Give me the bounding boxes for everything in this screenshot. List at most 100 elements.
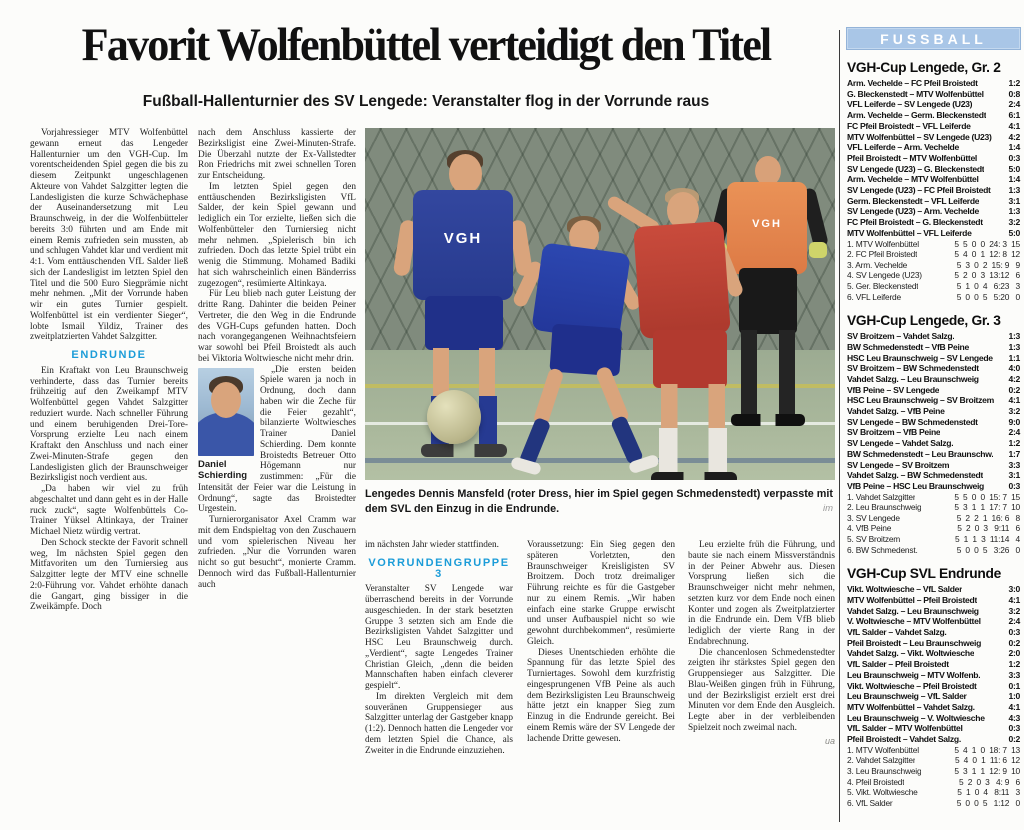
score: 3:3 xyxy=(1008,669,1020,680)
keeper-shoes xyxy=(731,414,805,426)
pairing: VFL Leiferde – Arm. Vechelde xyxy=(847,142,959,153)
score: 0:2 xyxy=(1008,384,1020,395)
standings-row: 3. Arm. Vechelde 5 3 0 2 15: 9 9 xyxy=(847,260,1020,271)
portrait-shoulders xyxy=(198,411,254,456)
result-row: BW Schmedenstedt – VfB Peine 1:3 xyxy=(847,342,1020,353)
article-paragraph: Im letzten Spiel gegen den enttäuschende… xyxy=(198,181,356,289)
pairing: BW Schmedenstedt – VfB Peine xyxy=(847,341,969,352)
column-2-top: nach dem Anschluss kassierte der Bezirks… xyxy=(198,128,356,365)
keeper-jersey-label: VGH xyxy=(752,218,782,230)
score: 1:4 xyxy=(1008,142,1020,153)
result-row: SV Lengede (U23) – Arm. Vechelde 1:3 xyxy=(847,206,1020,217)
result-row: MTV Wolfenbüttel – VFL Leiferde 5:0 xyxy=(847,228,1020,239)
article-paragraph: Dieses Unentschieden erhöhte die Spannun… xyxy=(527,647,675,744)
article-paragraph: ENDRUNDE xyxy=(71,349,147,361)
result-row: Vahdet Salzg. – Leu Braunschweig 3:2 xyxy=(847,606,1020,617)
score: 5:0 xyxy=(1008,163,1020,174)
article-paragraph: Leu erzielte früh die Führung, und baute… xyxy=(688,540,835,647)
score: 4:3 xyxy=(1008,712,1020,723)
section-banner: FUSSBALL xyxy=(847,28,1020,49)
photo-caption-text: Lengedes Dennis Mansfeld (roter Dress, h… xyxy=(365,488,833,515)
article-column-4: Voraussetzung: Ein Sieg gegen den später… xyxy=(527,540,675,830)
result-row: SV Lengede (U23) – FC Pfeil Broistedt 1:3 xyxy=(847,185,1020,196)
pairing: Vahdet Salzg. – VfB Peine xyxy=(847,406,945,417)
match-photo: VGH VGH xyxy=(365,128,835,480)
pairing: Arm. Vechelde – Germ. Bleckenstedt xyxy=(847,110,987,121)
result-row: SV Broitzem – Vahdet Salzg. 1:3 xyxy=(847,331,1020,342)
portrait-face xyxy=(211,381,241,418)
result-row: MTV Wolfenbüttel – Pfeil Broistedt 4:1 xyxy=(847,595,1020,606)
results-group-final: VGH-Cup SVL Endrunde Vikt. Woltwiesche –… xyxy=(847,566,1020,808)
score: 1:2 xyxy=(1008,78,1020,88)
pairing: Pfeil Broistedt – Vahdet Salzg. xyxy=(847,734,961,745)
photo-credit: im xyxy=(822,503,833,514)
stats: 5 2 0 3 4: 9 6 xyxy=(959,776,1020,787)
pairing: SV Broitzem – Vahdet Salzg. xyxy=(847,331,955,342)
stats: 5 2 2 1 16: 6 8 xyxy=(956,512,1021,523)
player-goalkeeper-orange: VGH xyxy=(707,156,830,456)
pairing: Arm. Vechelde – MTV Wolfenbüttel xyxy=(847,174,979,185)
score: 2:4 xyxy=(1008,427,1020,438)
pairing: Pfeil Broistedt – Leu Braunschweig xyxy=(847,637,982,648)
score: 0:3 xyxy=(1008,627,1020,638)
results-list: Arm. Vechelde – FC Pfeil Broistedt 1:2 G. … xyxy=(847,78,1020,239)
team: 3. Leu Braunschweig xyxy=(847,765,922,776)
result-row: Leu Braunschweig – VfL Salder 1:0 xyxy=(847,691,1020,702)
article-column-2: nach dem Anschluss kassierte der Bezirks… xyxy=(198,128,356,830)
standings-row: 6. VfL Salder 5 0 0 5 1:12 0 xyxy=(847,798,1020,809)
result-row: Arm. Vechelde – MTV Wolfenbüttel 1:4 xyxy=(847,174,1020,185)
team: 6. VfL Salder xyxy=(847,797,893,808)
article-paragraph: Vorjahressieger MTV Wolfenbüttel gewann … xyxy=(30,128,188,343)
pairing: BW Schmedenstedt – Leu Braunschw. xyxy=(847,448,994,459)
player-shoes xyxy=(421,444,507,457)
score: 2:4 xyxy=(1008,99,1020,110)
pairing: V. Woltwiesche – MTV Wolfenbüttel xyxy=(847,616,981,627)
pairing: VfB Peine – HSC Leu Braunschweig xyxy=(847,480,985,491)
score: 4:2 xyxy=(1008,131,1020,142)
caption-name-last: Schierding xyxy=(198,469,248,481)
pairing: SV Broitzem – BW Schmedenstedt xyxy=(847,363,979,374)
result-row: VFL Leiferde – SV Lengede (U23) 2:4 xyxy=(847,99,1020,110)
pairing: SV Lengede (U23) – G. Bleckenstedt xyxy=(847,163,985,174)
score: 0:2 xyxy=(1008,734,1020,745)
result-row: Arm. Vechelde – Germ. Bleckenstedt 6:1 xyxy=(847,110,1020,121)
player-jersey-label: VGH xyxy=(443,230,483,247)
results-list: Vikt. Woltwiesche – VfL Salder 3:0 MTV Wol… xyxy=(847,584,1020,745)
score: 3:3 xyxy=(1008,459,1020,470)
score: 1:3 xyxy=(1008,206,1020,217)
daniel-schierding-photo xyxy=(198,367,254,456)
team: 5. Vikt. Woltwiesche xyxy=(847,787,918,798)
stats: 5 4 1 0 18: 7 13 xyxy=(954,744,1020,755)
result-row: V. Woltwiesche – MTV Wolfenbüttel 2:4 xyxy=(847,616,1020,627)
pairing: Vikt. Woltwiesche – VfL Salder xyxy=(847,584,963,595)
article-paragraph: Für Leu blieb nach guter Leistung der dr… xyxy=(198,289,356,364)
score: 3:0 xyxy=(1008,584,1020,595)
stats: 5 4 0 1 11: 6 12 xyxy=(954,755,1020,766)
stats: 5 0 0 5 3:26 0 xyxy=(956,544,1021,555)
team: 6. VFL Leiferde xyxy=(847,291,901,302)
result-row: Pfeil Broistedt – Vahdet Salzg. 0:2 xyxy=(847,734,1020,745)
stats: 5 3 1 1 17: 7 10 xyxy=(954,502,1020,513)
team: 4. Pfeil Broistedt xyxy=(847,776,905,787)
results-list: SV Broitzem – Vahdet Salzg. 1:3 BW Schmede… xyxy=(847,331,1020,492)
pairing: VFL Leiferde – SV Lengede (U23) xyxy=(847,99,973,110)
result-row: MTV Wolfenbüttel – Vahdet Salzg. 4:1 xyxy=(847,702,1020,713)
team: 4. SV Lengede (U23) xyxy=(847,270,922,281)
result-row: VfB Peine – HSC Leu Braunschweig 0:3 xyxy=(847,481,1020,492)
pairing: Vahdet Salzg. – Leu Braunschweig xyxy=(847,605,979,616)
results-group-2: VGH-Cup Lengede, Gr. 2 Arm. Vechelde – F… xyxy=(847,60,1020,302)
result-row: SV Lengede – BW Schmedenstedt 9:0 xyxy=(847,417,1020,428)
result-row: Germ. Bleckenstedt – VFL Leiferde 3:1 xyxy=(847,196,1020,207)
standings-row: 2. FC Pfeil Broistedt 5 4 0 1 12: 8 12 xyxy=(847,249,1020,260)
pairing: MTV Wolfenbüttel – SV Lengede (U23) xyxy=(847,131,992,142)
stats: 5 5 0 0 15: 7 15 xyxy=(954,491,1020,502)
score: 1:7 xyxy=(1008,448,1020,459)
player-shorts-red xyxy=(653,330,727,388)
result-row: G. Bleckenstedt – MTV Wolfenbüttel 0:8 xyxy=(847,89,1020,100)
team: 1. Vahdet Salzgitter xyxy=(847,491,916,502)
score: 4:0 xyxy=(1008,363,1020,374)
score: 0:1 xyxy=(1008,680,1020,691)
article-column-1: Vorjahressieger MTV Wolfenbüttel gewann … xyxy=(30,128,188,830)
score: 3:2 xyxy=(1008,217,1020,228)
